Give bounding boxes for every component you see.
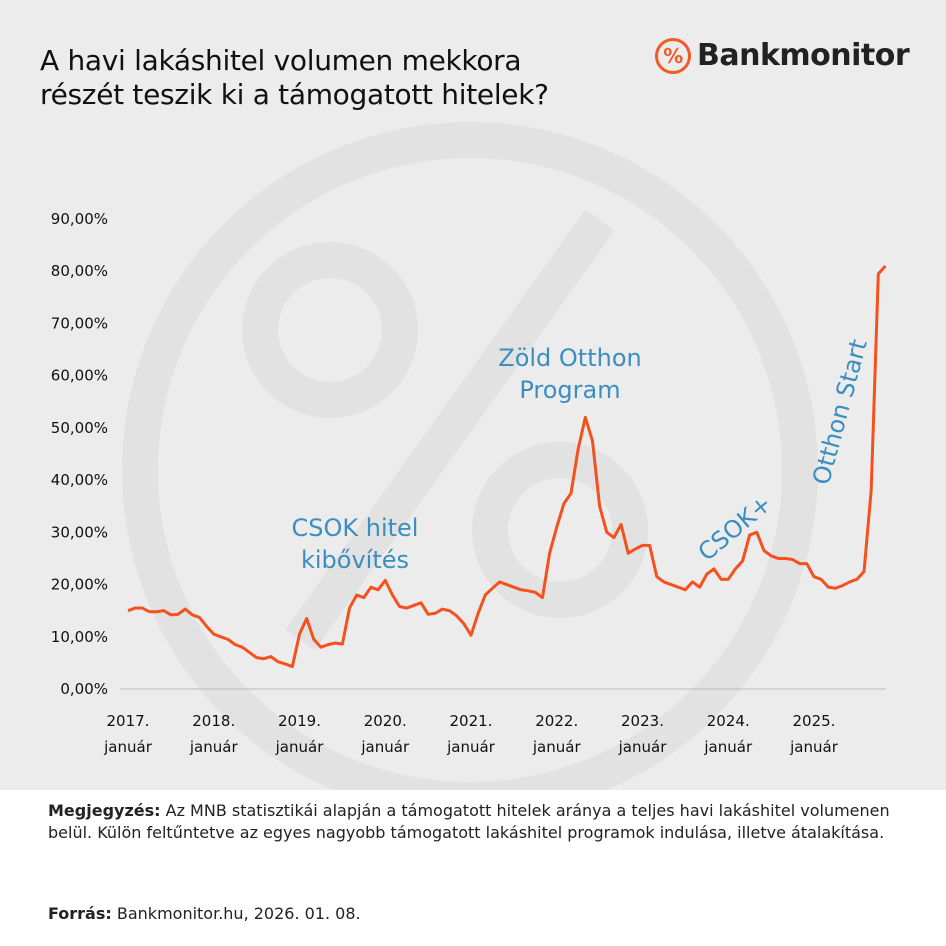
watermark <box>122 122 818 790</box>
watermark-dot <box>472 442 648 618</box>
logo: % Bankmonitor <box>655 38 910 74</box>
note-label: Megjegyzés: <box>48 801 161 820</box>
y-tick-label: 40,00% <box>51 471 108 489</box>
x-tick-label: 2023. január <box>618 712 667 756</box>
x-tick-label: 2021. január <box>447 712 495 756</box>
y-tick-label: 50,00% <box>51 419 108 437</box>
chart-title: A havi lakáshitel volumen mekkora részét… <box>40 44 549 111</box>
brand: Bankmonitor <box>697 38 910 73</box>
x-tick-label: 2018. január <box>189 712 238 756</box>
source: Forrás: Bankmonitor.hu, 2026. 01. 08. <box>48 904 361 923</box>
watermark-slash <box>285 209 615 651</box>
y-tick-label: 30,00% <box>51 523 108 541</box>
x-tick-label: 2020. január <box>361 712 410 756</box>
watermark-circle <box>122 122 818 790</box>
x-tick-label: 2017. január <box>104 712 152 756</box>
note: Megjegyzés: Az MNB statisztikái alapján … <box>48 800 898 844</box>
y-tick-label: 90,00% <box>51 210 108 228</box>
chart: 0,00% 10,00% 20,00% 30,00% 40,00% 50,00% 60,00… <box>50 122 887 790</box>
data-line <box>127 264 887 669</box>
source-text: Bankmonitor.hu, 2026. 01. 08. <box>116 904 361 923</box>
y-tick-label: 10,00% <box>51 628 108 646</box>
watermark-dot <box>242 242 418 418</box>
x-tick-label: 2025. január <box>790 712 838 756</box>
annotation: CSOK hitel kibővítés <box>291 514 419 574</box>
source-label: Forrás: <box>48 904 112 923</box>
y-tick-label: 70,00% <box>51 314 108 332</box>
y-tick-label: 60,00% <box>51 367 108 385</box>
note-text: Az MNB statisztikái alapján a támogatott… <box>48 801 890 842</box>
x-tick-label: 2022. január <box>532 712 581 756</box>
y-tick-label: 80,00% <box>51 262 108 280</box>
y-tick-label: 0,00% <box>60 680 108 698</box>
y-tick-label: 20,00% <box>51 576 108 594</box>
x-tick-label: 2024. január <box>704 712 753 756</box>
annotation: Zöld Otthon Program <box>498 344 642 404</box>
x-tick-label: 2019. január <box>275 712 324 756</box>
